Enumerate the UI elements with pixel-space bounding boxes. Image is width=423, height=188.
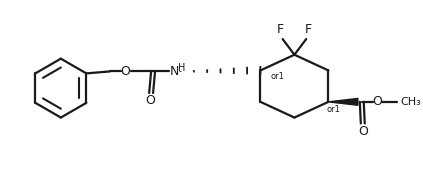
Text: O: O — [358, 125, 368, 138]
Text: O: O — [145, 94, 155, 107]
Text: or1: or1 — [270, 72, 284, 81]
Text: F: F — [277, 23, 284, 36]
Text: N: N — [170, 65, 179, 78]
Text: O: O — [121, 65, 131, 78]
Polygon shape — [328, 98, 358, 105]
Text: F: F — [305, 23, 312, 36]
Text: O: O — [373, 95, 382, 108]
Text: H: H — [178, 64, 185, 74]
Text: CH₃: CH₃ — [400, 97, 421, 107]
Text: or1: or1 — [327, 105, 341, 114]
